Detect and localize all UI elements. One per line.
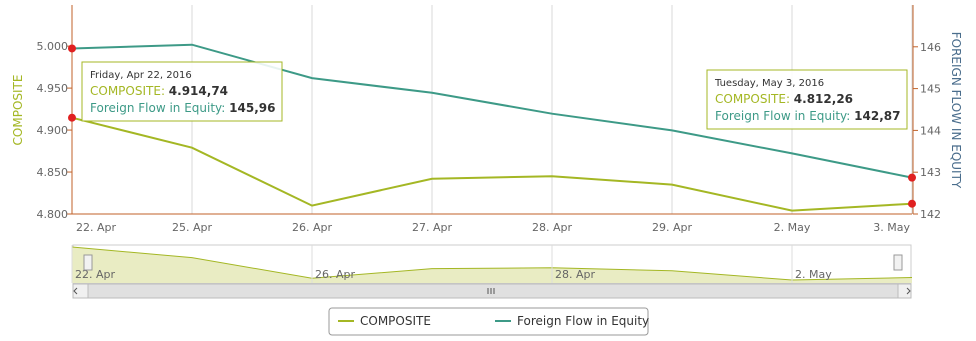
scrollbar-grip — [487, 288, 495, 294]
tooltip-row: COMPOSITE: 4.812,26 — [715, 92, 853, 106]
series-line — [71, 43, 913, 179]
tooltip — [706, 69, 908, 130]
tooltip-sep: : — [221, 101, 229, 115]
tooltip-row: COMPOSITE: 4.914,74 — [90, 84, 228, 98]
navigator-line — [71, 246, 913, 281]
hover-point — [908, 173, 916, 182]
navigator-handle[interactable] — [83, 254, 93, 271]
x-tick-label: 25. Apr — [172, 221, 212, 234]
navigator-label: 28. Apr — [555, 268, 595, 281]
navigator-handle[interactable] — [893, 254, 903, 271]
x-tick-label: 27. Apr — [412, 221, 452, 234]
navigator-label: 2. May — [795, 268, 832, 281]
tooltip-series: Foreign Flow in Equity — [90, 101, 222, 115]
scrollbar-arrows — [73, 287, 911, 295]
tooltip-series: COMPOSITE — [715, 92, 786, 106]
tooltip-series: Foreign Flow in Equity — [715, 109, 847, 123]
tooltip-value: 145,96 — [229, 101, 275, 115]
y2-axis-title: FOREIGN FLOW IN EQUITY — [949, 32, 963, 189]
tooltip-title: Tuesday, May 3, 2016 — [714, 78, 824, 89]
tooltip-series: COMPOSITE — [90, 84, 161, 98]
tooltip — [81, 61, 283, 122]
x-tick-label: 29. Apr — [652, 221, 692, 234]
x-tick-label: 28. Apr — [532, 221, 572, 234]
navigator-label: 26. Apr — [315, 268, 355, 281]
hover-point — [68, 113, 76, 122]
navigator-area — [72, 247, 912, 283]
tooltip-sep: : — [161, 84, 169, 98]
hover-point — [68, 44, 76, 53]
x-tick-label: 2. May — [774, 221, 811, 234]
x-tick-label: 3. May — [873, 221, 910, 234]
y-tick-label: 4.900 — [37, 124, 69, 137]
tooltip-value: 4.812,26 — [794, 92, 853, 106]
hover-point — [908, 199, 916, 208]
series-line — [71, 116, 913, 212]
legend-box — [328, 307, 649, 336]
tooltip-row: Foreign Flow in Equity: 145,96 — [90, 101, 275, 115]
legend-label[interactable]: COMPOSITE — [360, 314, 431, 328]
tooltip-row: Foreign Flow in Equity: 142,87 — [715, 109, 900, 123]
tooltip-sep: : — [786, 92, 794, 106]
y2-tick-label: 146 — [920, 41, 941, 54]
y2-tick-label: 145 — [920, 83, 941, 96]
y-tick-label: 4.850 — [37, 166, 69, 179]
y-tick-label: 4.800 — [37, 208, 69, 221]
y-tick-label: 5.000 — [37, 40, 69, 53]
x-tick-label: 26. Apr — [292, 221, 332, 234]
tooltip-value: 142,87 — [854, 109, 900, 123]
scrollbar-thumb[interactable] — [87, 283, 899, 299]
tooltip-title: Friday, Apr 22, 2016 — [90, 70, 192, 81]
y2-tick-label: 142 — [920, 208, 941, 221]
y2-tick-label: 143 — [920, 166, 941, 179]
y-tick-label: 4.950 — [37, 82, 69, 95]
legend-label[interactable]: Foreign Flow in Equity — [517, 314, 649, 328]
tooltip-value: 4.914,74 — [169, 84, 228, 98]
tooltip-sep: : — [846, 109, 854, 123]
x-tick-label: 22. Apr — [76, 221, 116, 234]
y2-tick-label: 144 — [920, 124, 941, 137]
navigator-label: 22. Apr — [75, 268, 115, 281]
y-axis-title: COMPOSITE — [11, 75, 25, 146]
